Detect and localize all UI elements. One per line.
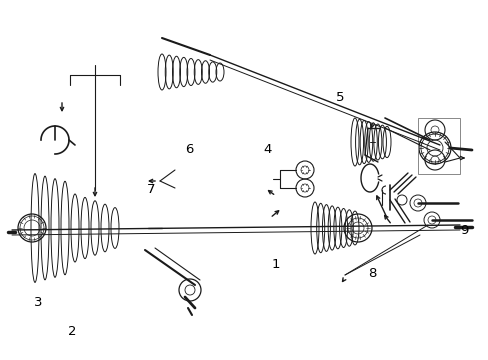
Text: 8: 8 [367, 267, 376, 280]
Text: 7: 7 [147, 183, 156, 195]
Text: 2: 2 [68, 325, 77, 338]
Text: 6: 6 [185, 143, 194, 156]
Text: 4: 4 [263, 143, 272, 156]
Text: 3: 3 [34, 296, 42, 309]
Bar [417, 118, 459, 174]
Text: 5: 5 [335, 91, 344, 104]
Text: 9: 9 [459, 224, 468, 237]
Text: 1: 1 [271, 258, 280, 271]
